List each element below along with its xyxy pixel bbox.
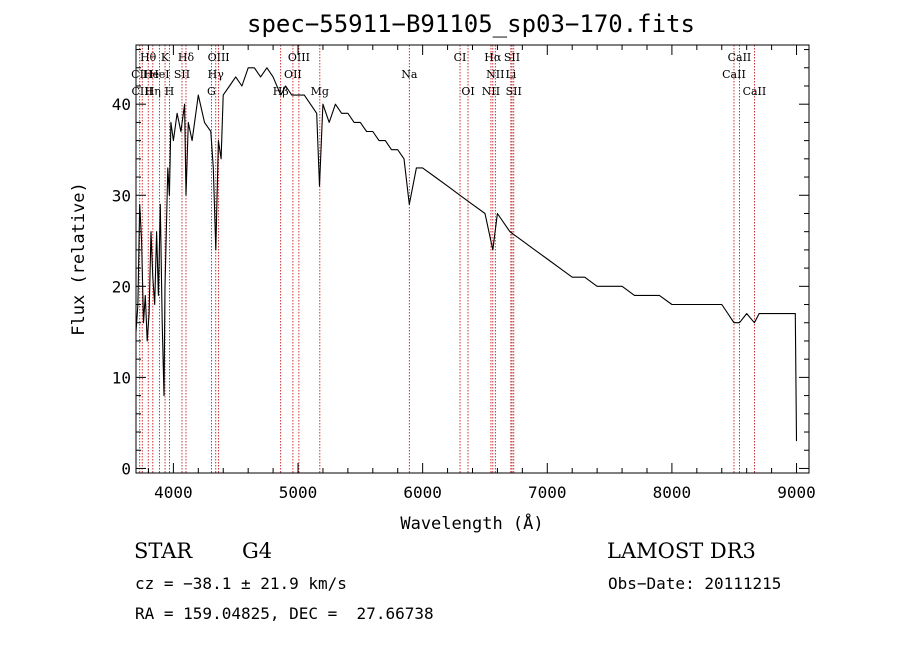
line-label: Li bbox=[505, 68, 516, 81]
object-class: STAR bbox=[134, 539, 193, 563]
line-label: SII bbox=[506, 85, 522, 98]
line-label: Hθ bbox=[140, 51, 157, 64]
line-label: OIII bbox=[208, 51, 230, 64]
spectral-line-markers bbox=[139, 45, 755, 473]
line-label: HeI bbox=[149, 68, 169, 81]
x-tick-label: 6000 bbox=[403, 483, 442, 502]
line-label: K bbox=[161, 51, 170, 64]
x-tick-label: 4000 bbox=[154, 483, 193, 502]
observation-date: Obs−Date: 20111215 bbox=[608, 574, 782, 593]
line-label: NII bbox=[486, 68, 504, 81]
line-label: Na bbox=[401, 68, 418, 81]
object-subclass: G4 bbox=[242, 539, 273, 563]
coordinates: RA = 159.04825, DEC = 27.66738 bbox=[135, 604, 434, 623]
y-tick-label: 20 bbox=[112, 277, 131, 296]
x-axis-label: Wavelength (Å) bbox=[400, 512, 543, 534]
line-label: SII bbox=[174, 68, 190, 81]
survey-name: LAMOST DR3 bbox=[607, 539, 756, 563]
line-label: CaII bbox=[728, 51, 752, 64]
y-axis-label: Flux (relative) bbox=[69, 182, 89, 336]
line-label: Hδ bbox=[178, 51, 195, 64]
spectrum-series bbox=[135, 67, 798, 442]
plot-frame bbox=[135, 44, 810, 474]
x-tick-label: 5000 bbox=[279, 483, 318, 502]
y-tick-label: 30 bbox=[112, 186, 131, 205]
x-tick-label: 7000 bbox=[528, 483, 567, 502]
line-label: CaII bbox=[722, 68, 746, 81]
y-tick-label: 0 bbox=[121, 459, 131, 478]
line-label: OIII bbox=[288, 51, 310, 64]
chart-title: spec−55911−B91105_sp03−170.fits bbox=[247, 10, 695, 38]
line-label: Hα bbox=[484, 51, 502, 64]
line-label: OI bbox=[461, 85, 474, 98]
line-label: CII bbox=[131, 68, 148, 81]
line-label: NII bbox=[482, 85, 500, 98]
line-label: CIII bbox=[132, 85, 153, 98]
line-label: CaII bbox=[743, 85, 767, 98]
line-label: H bbox=[165, 85, 175, 98]
x-tick-label: 8000 bbox=[653, 483, 692, 502]
x-axis: 4000 5000 6000 7000 8000 9000 bbox=[147, 45, 816, 502]
y-tick-label: 10 bbox=[112, 368, 131, 387]
line-label: Mg bbox=[311, 85, 329, 98]
line-label: Hη bbox=[145, 85, 161, 98]
line-label: G bbox=[207, 85, 216, 98]
line-label: OII bbox=[284, 68, 302, 81]
y-axis: 0 10 20 30 40 bbox=[112, 49, 809, 478]
x-tick-label: 9000 bbox=[777, 483, 816, 502]
spectrum-line bbox=[135, 67, 798, 442]
y-tick-label: 40 bbox=[112, 95, 131, 114]
redshift-info: cz = −38.1 ± 21.9 km/s bbox=[135, 574, 347, 593]
line-label: He bbox=[143, 68, 159, 81]
line-label: SII bbox=[504, 51, 520, 64]
line-label: Hβ bbox=[273, 85, 289, 98]
line-label: Hγ bbox=[208, 68, 225, 81]
line-label: CI bbox=[454, 51, 467, 64]
